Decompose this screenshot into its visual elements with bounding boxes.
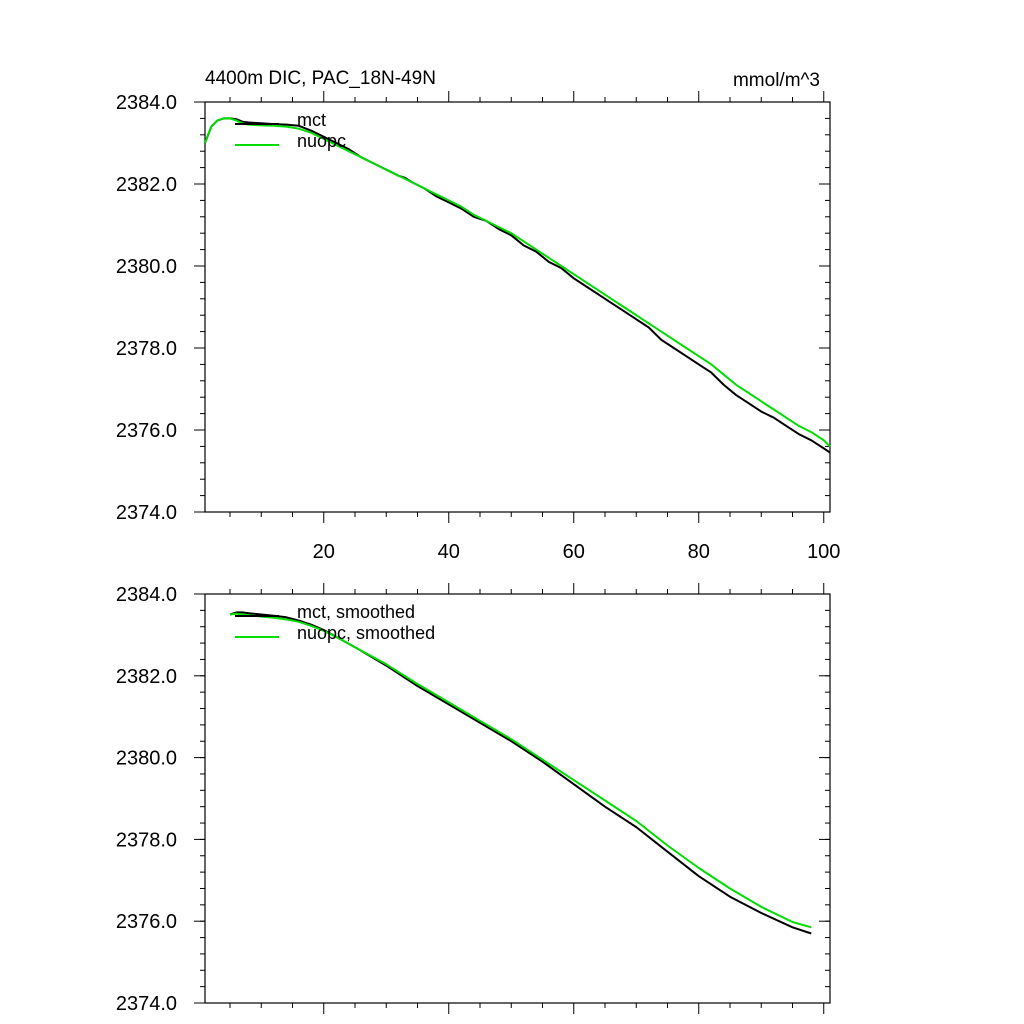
plot-frame: [204, 593, 831, 1004]
y-tick-label: 2382.0: [116, 666, 177, 688]
series-line-mct: [204, 117, 831, 454]
figure-title: 4400m DIC, PAC_18N-49N: [205, 68, 436, 89]
x-tick-label: 80: [688, 541, 710, 563]
top-panel: 2374.0 2376.0 2378.0 2380.0 2382.0 2384.0 20 40…: [116, 91, 840, 563]
y-tick-label: 2384.0: [116, 584, 177, 606]
legend-label: nuopc: [297, 131, 346, 151]
x-tick-label: 20: [313, 541, 335, 563]
series-line-mct-smoothed: [229, 611, 812, 935]
series-line-nuopc-smoothed: [229, 612, 812, 929]
y-tick-label: 2374.0: [116, 993, 177, 1015]
x-tick-label: 40: [438, 541, 460, 563]
y-tick-label: 2384.0: [116, 92, 177, 114]
y-tick-label: 2378.0: [116, 338, 177, 360]
y-tick-label: 2374.0: [116, 502, 177, 524]
y-tick-label: 2380.0: [116, 256, 177, 278]
y-tick-label: 2376.0: [116, 420, 177, 442]
y-tick-label: 2380.0: [116, 748, 177, 770]
series-line-nuopc: [204, 117, 831, 448]
y-tick-label: 2378.0: [116, 829, 177, 851]
units-label: mmol/m^3: [733, 70, 820, 91]
plot-frame: [204, 101, 831, 513]
x-tick-label: 100: [807, 541, 840, 563]
x-tick-label: 60: [563, 541, 585, 563]
y-tick-label: 2382.0: [116, 174, 177, 196]
legend-label: mct: [297, 110, 326, 130]
bottom-panel: 2374.0 2376.0 2378.0 2380.0 2382.0 2384.0 mct,…: [116, 583, 831, 1015]
legend-label: nuopc, smoothed: [297, 623, 435, 643]
legend-label: mct, smoothed: [297, 602, 415, 622]
y-tick-label: 2376.0: [116, 911, 177, 933]
